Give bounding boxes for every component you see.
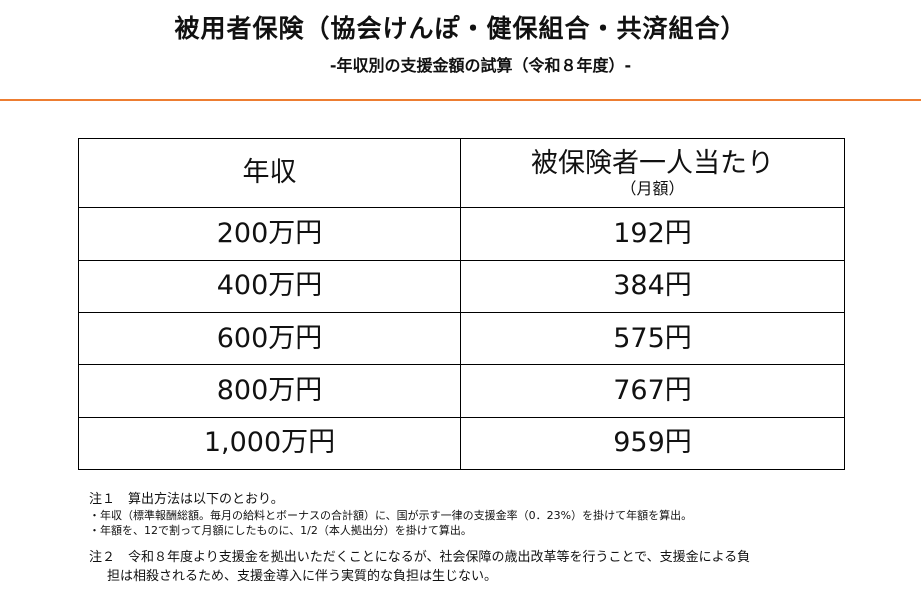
income-cell: 200万円 bbox=[78, 207, 461, 261]
note1-title: 注１ 算出方法は以下のとおり。 bbox=[89, 492, 284, 507]
note2-line1: 注２ 令和８年度より支援金を拠出いただくことになるが、社会保障の歳出改革等を行う… bbox=[89, 550, 751, 565]
table-row: 400万円 384円 bbox=[78, 259, 845, 314]
table-row: 600万円 575円 bbox=[78, 312, 845, 366]
support-amount-table: 年収 被保険者一人当たり （月額） 200万円 192円 400万円 384円 … bbox=[78, 137, 845, 471]
header-divider bbox=[0, 99, 921, 101]
amount-cell: 575円 bbox=[460, 312, 845, 366]
page-subtitle: -年収別の支援金額の試算（令和８年度）- bbox=[329, 56, 632, 75]
page-title: 被用者保険（協会けんぽ・健保組合・共済組合） bbox=[174, 14, 747, 43]
table-row: 800万円 767円 bbox=[78, 364, 845, 418]
header-per-insured: 被保険者一人当たり （月額） bbox=[460, 137, 845, 209]
note1-item: ・年額を、12で割って月額にしたものに、1/2（本人拠出分）を掛けて算出。 bbox=[89, 524, 472, 537]
income-cell: 1,000万円 bbox=[78, 416, 461, 471]
table-row: 200万円 192円 bbox=[78, 207, 845, 261]
notes-section: 注１ 算出方法は以下のとおり。 ・年収（標準報酬総額。毎月の給料とボーナスの合計… bbox=[89, 492, 889, 586]
header-monthly-label: （月額） bbox=[620, 178, 685, 198]
income-cell: 400万円 bbox=[78, 259, 461, 314]
amount-cell: 384円 bbox=[460, 259, 845, 314]
table-header-row: 年収 被保険者一人当たり （月額） bbox=[78, 137, 845, 209]
note2-line2: 担は相殺されるため、支援金導入に伴う実質的な負担は生じない。 bbox=[107, 569, 498, 584]
header-per-insured-label: 被保険者一人当たり bbox=[531, 147, 774, 179]
table-row: 1,000万円 959円 bbox=[78, 416, 845, 471]
header-income: 年収 bbox=[78, 137, 461, 209]
note1-item: ・年収（標準報酬総額。毎月の給料とボーナスの合計額）に、国が示す一律の支援金率（… bbox=[89, 509, 693, 522]
amount-cell: 959円 bbox=[460, 416, 845, 471]
income-cell: 600万円 bbox=[78, 312, 461, 366]
income-cell: 800万円 bbox=[78, 364, 461, 418]
amount-cell: 767円 bbox=[460, 364, 845, 418]
amount-cell: 192円 bbox=[460, 207, 845, 261]
